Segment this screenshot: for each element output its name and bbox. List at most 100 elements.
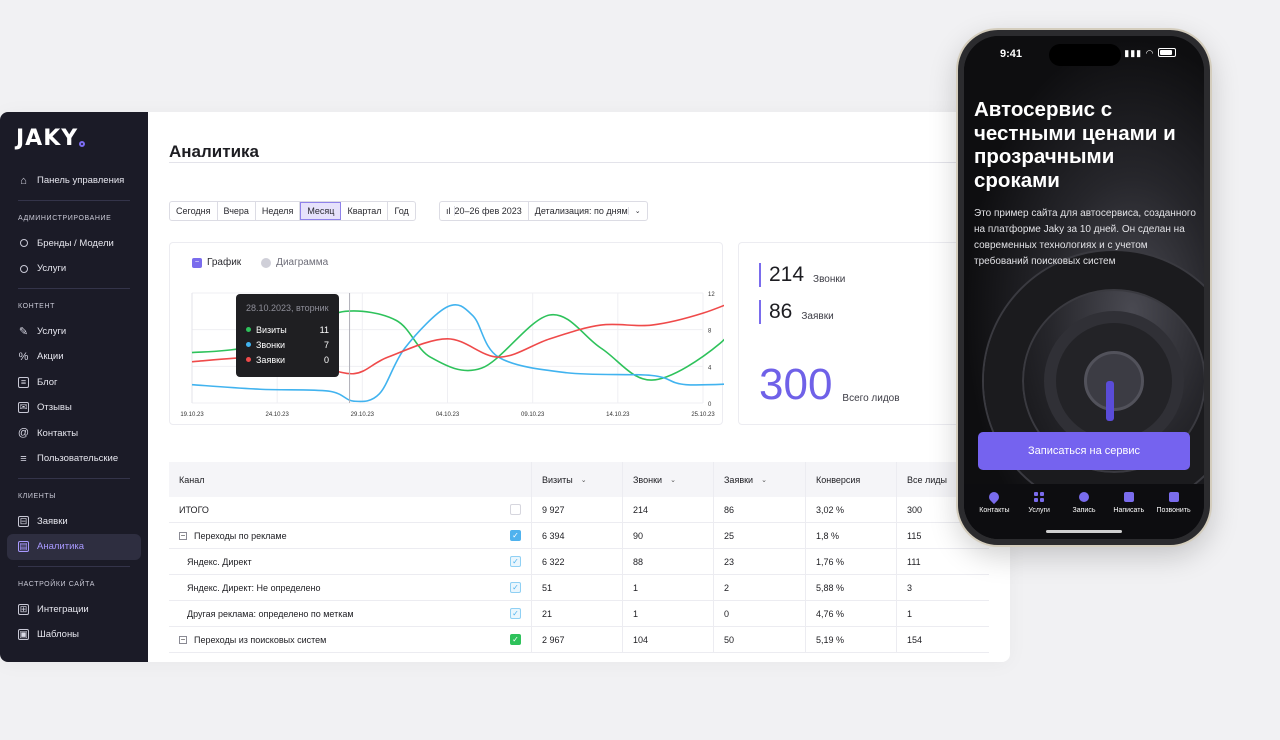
sidebar-item[interactable]: ▤ Аналитика [7,534,141,560]
date-range-button[interactable]: ıl 20–26 фев 2023 [446,206,522,216]
period-option[interactable]: Месяц [300,202,342,220]
stat-calls: 214 Звонки [759,263,845,287]
sidebar-item[interactable]: % Акции [0,344,148,370]
period-option[interactable]: Вчера [218,202,256,220]
phone-nav-item[interactable]: Услуги [1017,492,1061,539]
table-cell-conversion: 5,19 % [805,627,896,652]
row-checkbox[interactable]: ✓ [510,608,521,619]
wifi-icon: ◠ [1145,48,1155,58]
x-tick-label: 09.10.23 [521,412,545,418]
row-checkbox[interactable]: ✓ [510,556,521,567]
period-option[interactable]: Год [394,206,409,216]
tab-graph[interactable]: ~ График [192,257,241,268]
wheel-hub-image [1084,351,1144,411]
table-cell-requests: 50 [713,627,805,652]
page-title: Аналитика [169,142,259,161]
logo[interactable]: JAKY [16,126,86,151]
table-cell-channel: ИТОГО [169,497,531,522]
phone-nav-item[interactable]: Написать [1107,492,1151,539]
chart-tabs: ~ График Диаграмма [192,257,328,268]
sidebar-item[interactable]: ≡ Блог [0,370,148,396]
date-range-picker[interactable]: ıl 20–26 фев 2023 Детализация: по дням ⌄ [439,201,648,221]
sidebar-item[interactable]: ≡ Пользовательские [0,446,148,472]
line-chart[interactable]: 0 4 8 12 19.10.23 24.10.23 29.10.23 04.10.23 09.… [170,279,724,426]
sidebar-item-label: Бренды / Модели [37,237,114,249]
sidebar-item[interactable]: ⌂ Панель управления [0,168,148,194]
channel-name: Яндекс. Директ [187,556,252,567]
row-checkbox[interactable]: ✓ [510,634,521,645]
dot-icon [20,239,28,248]
sidebar-item-label: Акции [37,351,64,363]
wrench-icon: ✎ [18,325,29,338]
table-cell-visits: 21 [531,601,622,626]
sidebar-item[interactable]: ⊞ Интеграции [0,597,148,623]
sidebar-item[interactable]: @ Контакты [0,421,148,447]
stats-card: 214 Звонки 86 Заявки 300 Всего лидов [738,242,1010,425]
phone-nav-item[interactable]: Позвонить [1152,492,1196,539]
tab-diagram[interactable]: Диаграмма [261,257,328,268]
sidebar-item[interactable]: ▣ Шаблоны [0,622,148,648]
table-row[interactable]: − Переходы по рекламе ✓ 6 394 90 25 1,8 % 115 [169,523,989,549]
book-service-button[interactable]: Записаться на сервис [978,432,1190,470]
signal-icon: ▮▮▮ [1124,48,1143,58]
table-cell-channel: Другая реклама: определено по меткам ✓ [169,601,531,626]
sidebar-item[interactable]: Услуги [0,256,148,282]
table-cell-channel: Яндекс. Директ: Не определено ✓ [169,575,531,600]
sidebar-item[interactable]: ⊟ Заявки [0,509,148,535]
header-all-leads: Все лиды [896,462,989,497]
header-channel: Канал [179,474,205,485]
table-cell-channel: − Переходы по рекламе ✓ [169,523,531,548]
stat-total-leads: 300 Всего лидов [759,360,900,409]
integrations-icon: ⊞ [18,603,29,615]
collapse-icon[interactable]: − [179,634,187,644]
header-visits[interactable]: Визиты ⌄ [531,462,622,497]
tooltip-value: 11 [319,324,329,335]
sidebar-divider [18,287,130,289]
table-cell-leads: 300 [896,497,989,522]
table-cell-calls: 104 [622,627,713,652]
table-cell-calls: 1 [622,575,713,600]
header-requests[interactable]: Заявки ⌄ [713,462,805,497]
row-checkbox[interactable]: ✓ [510,582,521,593]
table-row[interactable]: ИТОГО 9 927 214 86 3,02 % 300 [169,497,989,523]
sidebar-item-label: Пользовательские [37,453,119,465]
period-option[interactable]: Неделя [256,202,301,220]
phone-nav-item[interactable]: Контакты [972,489,1016,539]
phone-nav-item[interactable]: Запись [1062,492,1106,539]
x-tick-label: 25.10.23 [691,412,715,418]
channel-name: Другая реклама: определено по меткам [187,608,354,619]
status-icons: ▮▮▮ ◠ [1124,48,1176,59]
table-row[interactable]: Яндекс. Директ ✓ 6 322 88 23 1,76 % 111 [169,549,989,575]
x-tick-label: 14.10.23 [606,412,630,418]
sidebar-item[interactable]: ✉ Отзывы [0,395,148,421]
table-body: ИТОГО 9 927 214 86 3,02 % 300− Переходы по рек… [169,497,989,653]
sidebar-item[interactable]: Бренды / Модели [0,231,148,257]
header-calls[interactable]: Звонки ⌄ [622,462,713,497]
table-cell-conversion: 1,8 % [805,523,896,548]
detail-dropdown[interactable]: Детализация: по дням ⌄ [527,202,647,220]
row-checkbox[interactable] [510,504,521,515]
document-icon: ≡ [18,376,29,388]
phone-nav-label: Услуги [1028,507,1050,514]
phone-nav-label: Написать [1113,507,1145,514]
collapse-icon[interactable]: − [179,530,187,540]
table-row[interactable]: − Переходы из поисковых систем ✓ 2 967 104 50… [169,627,989,653]
hero-description: Это пример сайта для автосервиса, создан… [974,208,1196,267]
status-time: 9:41 [1000,48,1023,60]
period-selector: Сегодня Вчера Неделя Месяц Квартал Год [169,201,416,221]
sidebar-item[interactable]: ✎ Услуги [0,319,148,345]
row-checkbox[interactable]: ✓ [510,530,521,541]
table-cell-visits: 2 967 [531,627,622,652]
tooltip-row: Звонки 7 [246,337,329,352]
table-cell-leads: 115 [896,523,989,548]
table-row[interactable]: Яндекс. Директ: Не определено ✓ 51 1 2 5,88 %… [169,575,989,601]
analytics-icon: ▤ [18,541,29,553]
title-divider [169,162,969,163]
table-row[interactable]: Другая реклама: определено по меткам ✓ 21 1… [169,601,989,627]
period-option[interactable]: Квартал [341,202,389,220]
sidebar-section-title: АДМИНИСТРИРОВАНИЕ [18,215,112,222]
message-icon [1123,492,1134,502]
phone-icon [1168,492,1179,502]
period-option[interactable]: Сегодня [170,202,218,220]
tooltip-row: Заявки 0 [246,352,329,367]
